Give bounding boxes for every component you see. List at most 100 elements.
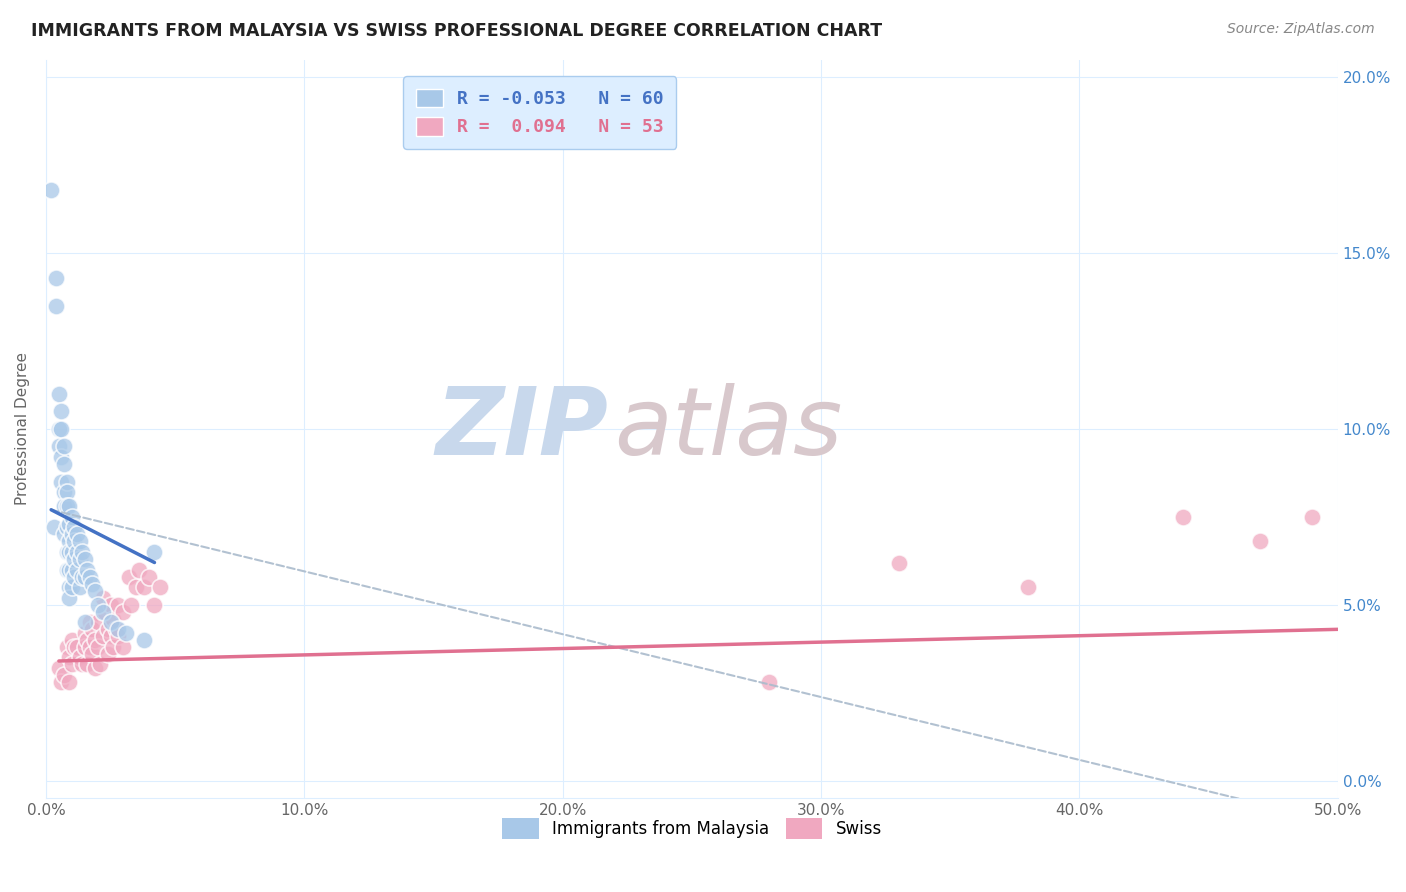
Point xyxy=(48,386,70,401)
Point xyxy=(63,552,86,566)
Point xyxy=(69,580,91,594)
Point xyxy=(60,632,83,647)
Point xyxy=(66,545,89,559)
Text: IMMIGRANTS FROM MALAYSIA VS SWISS PROFESSIONAL DEGREE CORRELATION CHART: IMMIGRANTS FROM MALAYSIA VS SWISS PROFES… xyxy=(31,22,882,40)
Point xyxy=(100,598,122,612)
Y-axis label: Professional Degree: Professional Degree xyxy=(15,352,30,506)
Point xyxy=(1017,580,1039,594)
Point xyxy=(58,580,80,594)
Point xyxy=(58,675,80,690)
Point xyxy=(66,527,89,541)
Point xyxy=(58,500,80,514)
Point xyxy=(112,640,135,654)
Point xyxy=(82,576,104,591)
Point xyxy=(53,440,76,454)
Point xyxy=(1249,534,1271,549)
Point xyxy=(79,569,101,583)
Point xyxy=(60,509,83,524)
Point xyxy=(134,632,156,647)
Point xyxy=(63,520,86,534)
Point xyxy=(69,534,91,549)
Point xyxy=(84,632,107,647)
Point xyxy=(51,450,73,464)
Point xyxy=(149,580,172,594)
Point xyxy=(60,527,83,541)
Point xyxy=(66,640,89,654)
Point xyxy=(63,640,86,654)
Point xyxy=(48,661,70,675)
Point xyxy=(101,640,124,654)
Point xyxy=(73,625,96,640)
Point xyxy=(125,580,148,594)
Point xyxy=(53,668,76,682)
Point xyxy=(55,545,77,559)
Point xyxy=(69,650,91,665)
Point xyxy=(1171,509,1194,524)
Point xyxy=(84,661,107,675)
Point xyxy=(55,563,77,577)
Point xyxy=(69,552,91,566)
Point xyxy=(55,485,77,500)
Point xyxy=(76,563,98,577)
Point xyxy=(63,534,86,549)
Point xyxy=(143,598,166,612)
Point xyxy=(101,612,124,626)
Point xyxy=(55,640,77,654)
Point xyxy=(51,404,73,418)
Point xyxy=(48,440,70,454)
Point xyxy=(100,629,122,643)
Point xyxy=(39,183,62,197)
Point xyxy=(53,527,76,541)
Point xyxy=(58,563,80,577)
Point xyxy=(60,580,83,594)
Point xyxy=(58,534,80,549)
Point xyxy=(79,640,101,654)
Point xyxy=(42,520,65,534)
Point xyxy=(60,545,83,559)
Point xyxy=(53,457,76,471)
Point xyxy=(107,629,129,643)
Point xyxy=(55,520,77,534)
Point xyxy=(100,615,122,630)
Point xyxy=(51,475,73,489)
Point xyxy=(58,516,80,531)
Point xyxy=(73,640,96,654)
Legend: Immigrants from Malaysia, Swiss: Immigrants from Malaysia, Swiss xyxy=(495,812,889,846)
Point xyxy=(76,657,98,672)
Point xyxy=(134,580,156,594)
Text: ZIP: ZIP xyxy=(434,383,607,475)
Point xyxy=(58,591,80,605)
Point xyxy=(51,422,73,436)
Point xyxy=(63,569,86,583)
Point xyxy=(53,485,76,500)
Point xyxy=(107,598,129,612)
Point xyxy=(55,475,77,489)
Point xyxy=(94,605,117,619)
Point xyxy=(66,563,89,577)
Point xyxy=(84,583,107,598)
Point xyxy=(104,623,127,637)
Point xyxy=(91,605,114,619)
Point xyxy=(48,422,70,436)
Point xyxy=(73,552,96,566)
Text: Source: ZipAtlas.com: Source: ZipAtlas.com xyxy=(1227,22,1375,37)
Point xyxy=(97,623,120,637)
Point xyxy=(58,545,80,559)
Point xyxy=(120,598,142,612)
Point xyxy=(86,598,108,612)
Point xyxy=(97,647,120,661)
Text: atlas: atlas xyxy=(614,384,842,475)
Point xyxy=(128,563,150,577)
Point xyxy=(1301,509,1323,524)
Point xyxy=(112,605,135,619)
Point xyxy=(82,647,104,661)
Point xyxy=(86,615,108,630)
Point xyxy=(76,632,98,647)
Point xyxy=(107,623,129,637)
Point xyxy=(45,299,67,313)
Point xyxy=(91,629,114,643)
Point xyxy=(82,623,104,637)
Point xyxy=(58,650,80,665)
Point xyxy=(60,657,83,672)
Point xyxy=(70,657,93,672)
